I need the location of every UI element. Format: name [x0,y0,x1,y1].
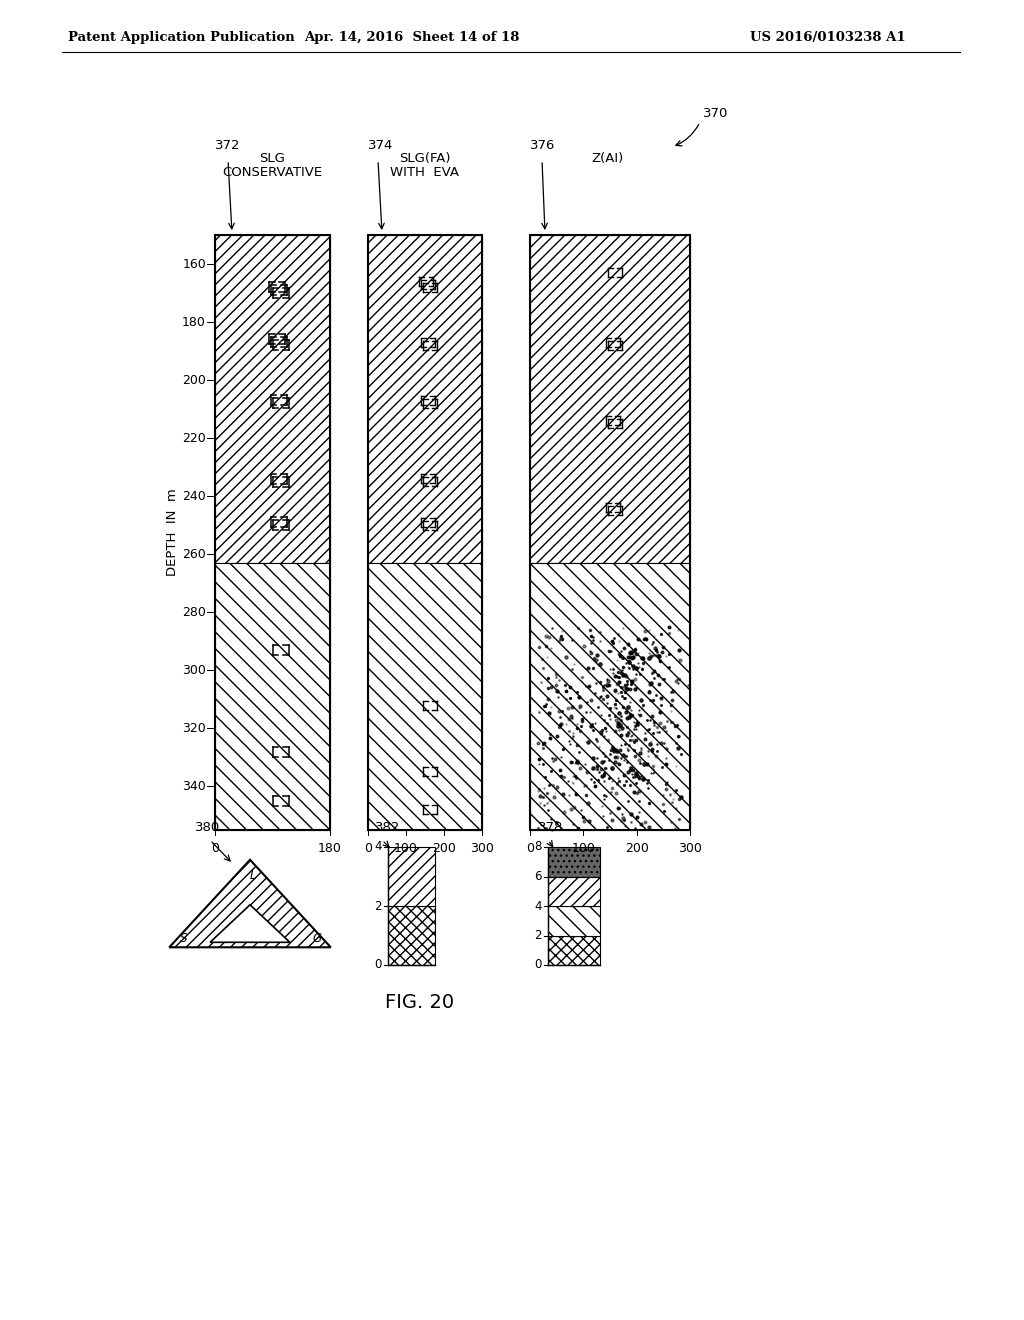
Polygon shape [169,859,331,948]
Text: 280: 280 [182,606,206,619]
Text: 200: 200 [182,374,206,387]
Bar [368,235,482,830]
Text: 2: 2 [375,899,382,912]
Text: 374: 374 [368,139,393,152]
Text: 0: 0 [364,842,372,855]
Bar [530,235,690,830]
Bar [530,562,690,830]
Bar [388,906,435,965]
Text: 382: 382 [375,821,400,834]
Polygon shape [210,904,290,942]
Text: 380: 380 [195,821,220,834]
Bar [215,562,330,830]
Bar [388,847,435,906]
Text: 100: 100 [394,842,418,855]
Bar [368,235,482,562]
Text: 8: 8 [535,841,542,854]
Text: 4: 4 [535,899,542,912]
Text: 240: 240 [182,490,206,503]
Text: 180: 180 [182,315,206,329]
Text: 376: 376 [530,139,555,152]
Text: 300: 300 [678,842,701,855]
Text: DEPTH  IN  m: DEPTH IN m [166,488,178,577]
Bar [548,847,600,876]
Bar [215,235,330,830]
Text: 100: 100 [571,842,595,855]
Bar [368,562,482,830]
Text: 6: 6 [535,870,542,883]
Text: 0: 0 [535,958,542,972]
Text: 378: 378 [538,821,563,834]
Text: 372: 372 [215,139,241,152]
Text: S: S [179,932,187,945]
Bar [530,235,690,562]
Bar [548,936,600,965]
Bar [215,235,330,562]
Text: SLG(FA): SLG(FA) [399,152,451,165]
Text: 340: 340 [182,780,206,793]
Bar [548,906,600,936]
Text: Z(AI): Z(AI) [592,152,624,165]
Text: G: G [312,932,322,945]
Text: 160: 160 [182,257,206,271]
Text: 260: 260 [182,548,206,561]
Text: FIG. 20: FIG. 20 [385,993,455,1011]
Text: 300: 300 [182,664,206,677]
Text: L: L [250,870,256,882]
Text: 300: 300 [470,842,494,855]
Text: US 2016/0103238 A1: US 2016/0103238 A1 [750,32,905,45]
Text: 320: 320 [182,722,206,735]
Text: 4: 4 [375,841,382,854]
Text: 200: 200 [625,842,648,855]
Text: SLG: SLG [259,152,285,165]
Text: 0: 0 [375,958,382,972]
Text: 200: 200 [432,842,456,855]
Text: WITH  EVA: WITH EVA [390,166,460,180]
Text: 0: 0 [211,842,219,855]
Text: 2: 2 [535,929,542,942]
Text: 0: 0 [526,842,534,855]
Text: Patent Application Publication: Patent Application Publication [68,32,295,45]
Text: CONSERVATIVE: CONSERVATIVE [222,166,323,180]
Text: Apr. 14, 2016  Sheet 14 of 18: Apr. 14, 2016 Sheet 14 of 18 [304,32,520,45]
Text: 220: 220 [182,432,206,445]
Text: 180: 180 [318,842,342,855]
Text: 370: 370 [703,107,728,120]
Bar [548,876,600,906]
